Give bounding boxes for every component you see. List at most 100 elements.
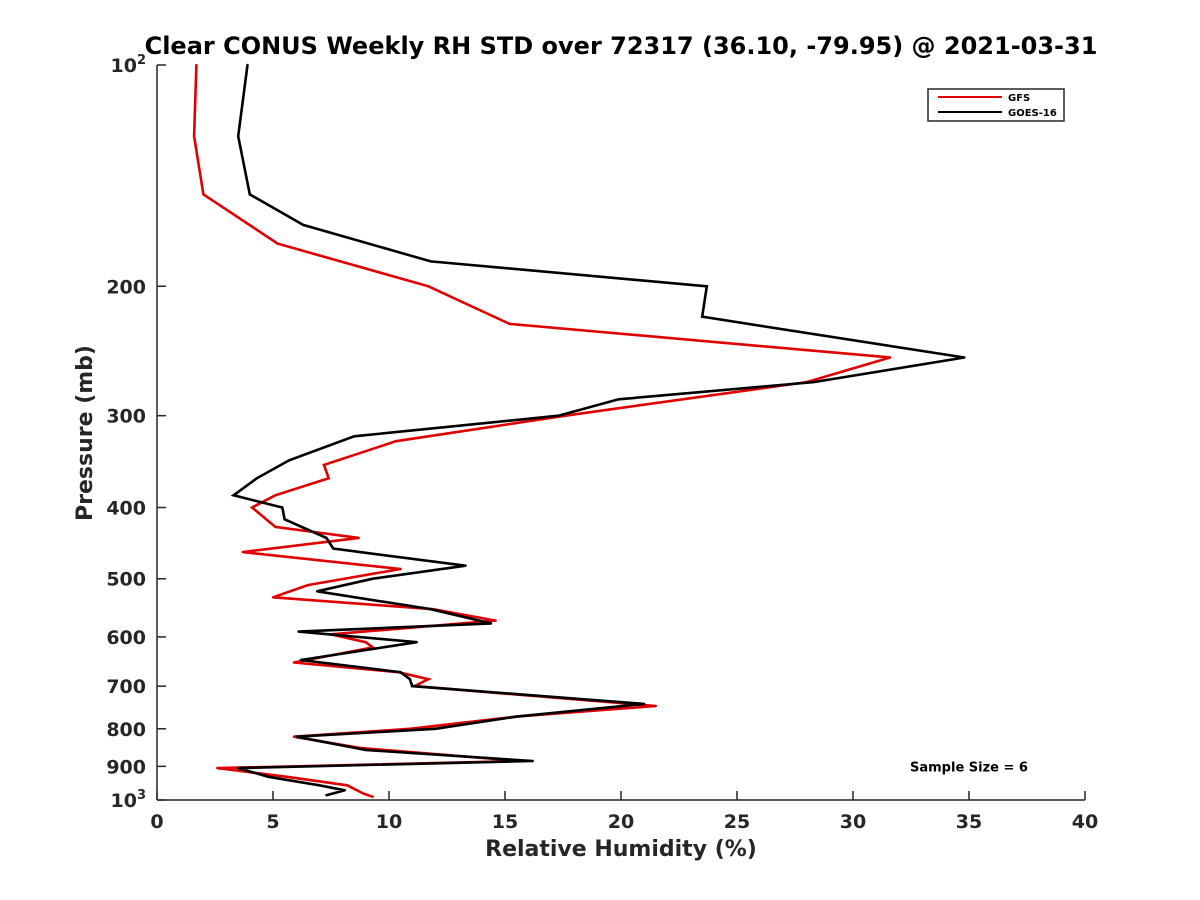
y-tick-label: 200 [106, 276, 146, 298]
y-tick-label-exponent: 3 [137, 788, 146, 803]
data-point-gfs [292, 661, 296, 664]
y-tick-label: 600 [106, 627, 146, 649]
data-point-goes16 [237, 135, 240, 138]
data-point-goes16 [267, 775, 270, 778]
data-point-goes16 [248, 193, 251, 196]
data-point-gfs [241, 550, 244, 554]
data-point-goes16 [232, 494, 235, 497]
data-point-goes16 [489, 622, 493, 625]
data-point-goes16 [411, 684, 414, 688]
data-point-goes16 [364, 748, 367, 752]
data-point-goes16 [325, 536, 328, 540]
data-point-gfs [494, 619, 497, 622]
data-point-goes16 [464, 564, 467, 567]
y-tick-label: 300 [106, 406, 146, 428]
data-point-goes16 [434, 727, 437, 730]
data-point-gfs [371, 795, 374, 798]
data-point-goes16 [705, 285, 708, 288]
data-point-gfs [271, 596, 275, 599]
data-point-goes16 [246, 63, 249, 67]
data-point-goes16 [617, 398, 620, 401]
data-point-gfs [292, 735, 296, 738]
data-point-gfs [394, 440, 398, 443]
data-point-goes16 [288, 459, 291, 462]
data-point-gfs [192, 135, 196, 138]
data-point-gfs [250, 506, 254, 509]
data-point-goes16 [415, 641, 418, 644]
x-tick-label: 40 [1072, 811, 1098, 833]
data-point-gfs [195, 63, 198, 67]
sample-size-annotation: Sample Size = 6 [910, 760, 1028, 775]
data-point-gfs [202, 193, 205, 196]
y-tick-label-base: 10 [111, 790, 137, 812]
data-point-gfs [274, 525, 277, 529]
plot-background [157, 65, 1085, 800]
data-point-gfs [216, 766, 219, 770]
x-axis-ticks: 0 5 10 15 20 25 30 35 40 [150, 791, 1098, 833]
x-axis-label: Relative Humidity (%) [485, 837, 757, 862]
y-axis-label: Pressure (mb) [73, 345, 98, 521]
data-point-goes16 [963, 356, 966, 359]
y-tick-label-base: 10 [111, 55, 137, 77]
y-tick-label-exponent: 2 [137, 53, 146, 68]
data-point-goes16 [399, 671, 402, 674]
data-point-gfs [427, 285, 430, 288]
x-tick-label: 20 [608, 811, 634, 833]
data-point-goes16 [557, 414, 560, 417]
data-point-goes16 [318, 784, 321, 787]
data-point-goes16 [295, 735, 298, 738]
data-point-gfs [306, 583, 309, 587]
data-point-goes16 [408, 678, 412, 681]
data-point-gfs [327, 477, 330, 480]
data-point-goes16 [297, 630, 300, 633]
legend-label-gfs: GFS [1008, 93, 1030, 104]
x-tick-label: 10 [376, 811, 402, 833]
y-tick-label: 800 [106, 719, 146, 741]
y-tick-label: 700 [106, 676, 146, 698]
data-point-goes16 [353, 435, 356, 438]
data-point-gfs [364, 641, 367, 644]
data-point-gfs [654, 704, 657, 708]
x-tick-label: 15 [492, 811, 518, 833]
data-point-gfs [322, 463, 326, 467]
data-point-goes16 [343, 789, 347, 792]
data-point-gfs [274, 494, 277, 497]
data-point-gfs [888, 356, 892, 359]
y-tick-label: 103 [111, 788, 147, 812]
data-point-goes16 [429, 608, 432, 611]
chart-title: Clear CONUS Weekly RH STD over 72317 (36… [145, 32, 1098, 60]
data-point-goes16 [812, 380, 815, 384]
data-point-gfs [346, 784, 349, 787]
data-point-goes16 [315, 590, 319, 593]
y-tick-label: 102 [111, 53, 147, 77]
data-point-goes16 [515, 715, 518, 718]
data-point-gfs [285, 775, 289, 778]
data-point-goes16 [255, 477, 258, 480]
data-point-goes16 [283, 518, 286, 521]
data-point-goes16 [299, 658, 302, 662]
data-point-goes16 [701, 315, 704, 318]
legend-box [927, 88, 1065, 122]
x-tick-label: 0 [150, 811, 163, 833]
data-point-goes16 [429, 260, 432, 263]
y-tick-label: 500 [106, 569, 146, 591]
y-tick-label: 900 [106, 756, 146, 778]
data-point-goes16 [371, 577, 374, 580]
data-point-goes16 [643, 702, 646, 706]
data-point-gfs [399, 567, 402, 571]
plot-area: 0 5 10 15 20 25 30 35 40 10220030040050060070080… [106, 53, 1098, 833]
x-tick-label: 5 [266, 811, 279, 833]
legend-label-goes16: GOES-16 [1008, 108, 1057, 119]
data-point-gfs [357, 536, 360, 540]
data-point-goes16 [325, 794, 328, 797]
data-point-gfs [427, 678, 430, 681]
x-tick-label: 35 [956, 811, 982, 833]
legend: GFS GOES-16 [927, 88, 1065, 122]
data-point-gfs [276, 242, 279, 245]
y-tick-label: 400 [106, 498, 146, 520]
series-layer [192, 63, 966, 799]
data-point-goes16 [281, 506, 284, 509]
data-point-gfs [362, 792, 365, 795]
